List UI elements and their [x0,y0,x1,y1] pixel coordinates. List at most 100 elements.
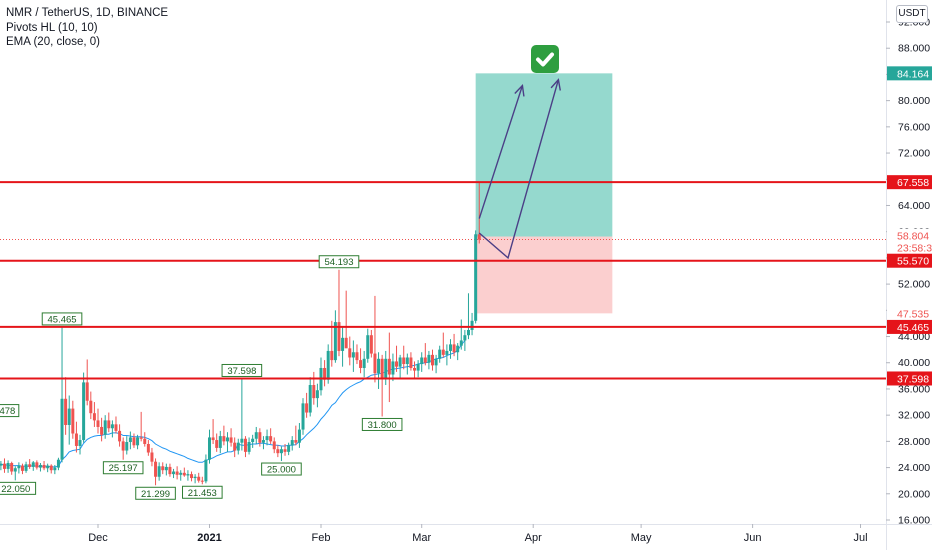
price-tick: 24.000 [898,462,930,474]
pivot-label: 22.050 [0,481,37,495]
candle [168,463,172,477]
candle [319,357,323,396]
currency-button[interactable]: USDT [896,5,928,23]
candle [233,437,237,458]
candle [294,425,298,446]
svg-text:31.800: 31.800 [368,420,397,431]
candle [2,458,6,473]
candle [470,312,474,336]
candle [110,420,114,438]
candle [161,462,165,475]
candle [85,359,89,406]
svg-text:478: 478 [0,406,15,417]
candle [143,432,147,447]
level-tag-45.465: 45.465 [887,319,932,334]
candle [359,348,363,374]
stop-price-tag: 47.535 [887,306,932,321]
candle [20,463,24,475]
pivot-label: 54.193 [318,255,360,268]
candle [132,433,136,448]
price-tick: 44.000 [898,331,930,343]
candle [405,353,409,375]
candle [35,460,39,470]
check-icon [531,45,559,73]
candle [186,470,190,481]
svg-text:47.535: 47.535 [897,308,929,320]
candle [459,319,463,350]
svg-text:21.299: 21.299 [141,489,170,500]
candle [463,329,467,351]
candle [28,459,32,469]
candle [387,332,391,403]
pivot-label: 37.598 [221,363,263,377]
candle [448,339,452,359]
candle [466,293,470,340]
candle [272,437,276,454]
svg-text:54.193: 54.193 [324,257,353,268]
candle [92,402,96,427]
time-tick: Jun [744,532,762,544]
candle [67,395,71,445]
candle [38,462,42,472]
candle [229,428,233,447]
indicator-ema[interactable]: EMA (20, close, 0) [6,36,100,48]
candle [103,415,107,439]
pivot-label: 478 [0,404,20,418]
candle [261,436,265,450]
candle [71,400,75,439]
candle [31,461,35,471]
candle [190,471,194,482]
candle [384,350,388,386]
level-tag-55.570: 55.570 [887,253,932,268]
candle [157,462,161,481]
pivot-label: 31.800 [361,417,403,431]
candle [438,345,442,363]
candle [49,464,53,474]
candle [315,383,319,408]
svg-text:58.804: 58.804 [897,231,929,243]
symbol-title[interactable]: NMR / TetherUS, 1D, BINANCE [6,7,169,19]
candle [373,295,377,383]
candle [409,352,413,371]
arrowhead-2 [514,84,525,97]
candle [452,333,456,357]
candle [251,434,255,448]
candle [413,361,417,379]
candle [164,463,168,476]
candle [175,466,179,480]
candle [427,350,431,370]
indicator-pivots[interactable]: Pivots HL (10, 10) [6,21,98,34]
price-tags: 84.16459.25858.80423:58:3647.53567.55855… [887,66,932,386]
candle [118,424,122,447]
candle [380,354,384,417]
candle [121,437,125,460]
candle [74,421,78,453]
svg-text:23:58:36: 23:58:36 [897,243,932,255]
price-tick: 20.000 [898,488,930,500]
candle [154,458,158,486]
candle [351,340,355,372]
pivot-label: 25.197 [102,461,144,475]
time-tick: May [631,532,652,544]
time-tick: Mar [412,532,431,544]
candle [416,360,420,378]
candle [312,371,316,405]
svg-text:21.453: 21.453 [188,488,217,499]
candle [344,290,348,349]
candle [96,408,100,434]
candle [369,329,373,358]
candle [211,419,215,444]
candle [218,430,222,454]
candle [337,269,341,357]
candle [60,326,64,463]
candle [391,353,395,382]
svg-text:67.558: 67.558 [897,177,929,189]
candle [0,461,3,471]
candle [301,398,305,435]
candle [431,349,434,371]
candle [146,440,150,456]
time-tick: Jul [853,532,867,544]
time-tick: Feb [312,532,331,544]
